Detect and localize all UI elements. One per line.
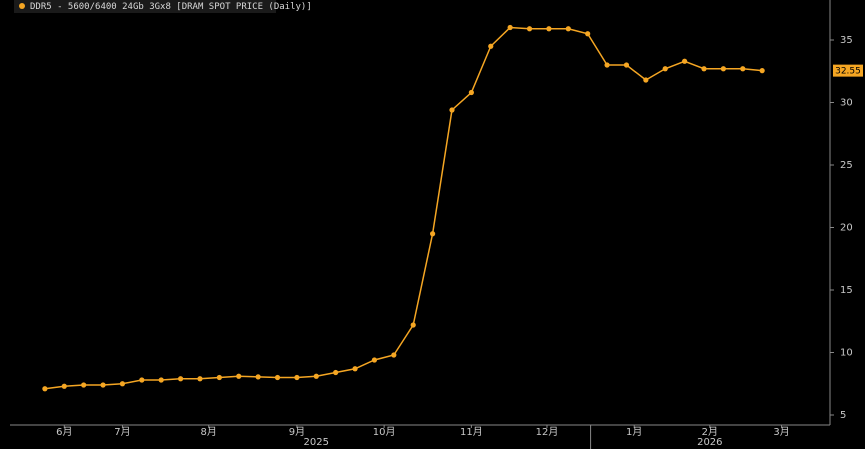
data-point [352, 366, 358, 372]
year-label: 2025 [304, 437, 329, 448]
y-tick-label: 25 [840, 160, 853, 171]
last-value-label: 32.55 [835, 67, 861, 77]
x-tick-label: 7月 [114, 426, 130, 438]
y-tick-label: 35 [840, 35, 853, 46]
data-point [604, 62, 610, 68]
data-point [488, 43, 494, 49]
data-point [701, 66, 707, 72]
x-tick-label: 10月 [373, 426, 396, 438]
data-point [565, 26, 571, 32]
data-point [643, 77, 649, 83]
y-tick-label: 10 [840, 348, 853, 359]
data-point [177, 376, 184, 382]
data-point [740, 66, 746, 72]
x-tick-label: 9月 [289, 426, 305, 438]
y-tick-label: 5 [840, 410, 846, 421]
data-point [158, 377, 164, 383]
data-point [255, 374, 261, 380]
data-point [526, 26, 533, 32]
data-point [759, 68, 765, 74]
data-point [546, 26, 552, 32]
x-tick-label: 11月 [460, 426, 483, 438]
y-tick-label: 20 [840, 223, 853, 234]
data-point [42, 386, 48, 392]
x-tick-label: 6月 [56, 426, 72, 438]
data-point [81, 382, 87, 388]
x-tick-label: 8月 [201, 426, 217, 438]
series-line [44, 26, 763, 390]
data-point [468, 89, 474, 96]
data-point [449, 107, 455, 113]
data-point [100, 382, 106, 388]
year-label: 2026 [697, 437, 722, 448]
data-point [662, 66, 668, 72]
data-point [119, 381, 126, 387]
data-point [371, 357, 378, 363]
x-tick-label: 2月 [702, 426, 718, 438]
data-point [274, 374, 281, 381]
legend-box [14, 0, 276, 13]
data-point [216, 374, 222, 381]
data-point [236, 373, 242, 379]
x-tick-label: 3月 [773, 426, 789, 438]
data-point [61, 383, 67, 389]
data-point [139, 377, 145, 383]
y-tick-label: 30 [840, 98, 853, 109]
data-point [313, 373, 319, 379]
data-point [430, 231, 436, 237]
x-tick-label: 12月 [536, 426, 559, 438]
data-point [585, 31, 591, 37]
data-point [391, 352, 397, 358]
data-point [720, 66, 726, 72]
y-tick-label: 15 [840, 285, 853, 296]
data-point [294, 374, 300, 381]
data-point [197, 376, 203, 382]
data-point [623, 62, 630, 68]
legend-marker [19, 3, 25, 9]
x-tick-label: 1月 [626, 426, 642, 438]
last-value-box [833, 64, 863, 77]
legend-label: DDR5 - 5600/6400 24Gb 3Gx8 [DRAM SPOT PR… [30, 2, 312, 12]
data-point [410, 322, 416, 328]
data-point [507, 24, 513, 31]
data-point [333, 369, 339, 376]
data-point [682, 58, 688, 64]
